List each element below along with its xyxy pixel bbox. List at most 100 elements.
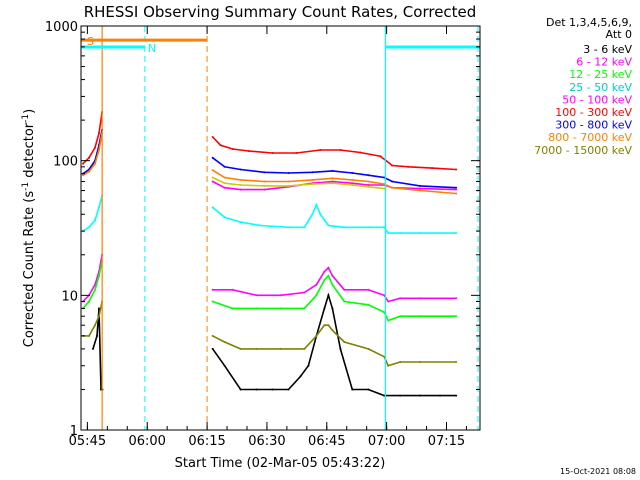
x-tick-label: 07:00 bbox=[368, 434, 405, 449]
data-point bbox=[455, 394, 458, 397]
legend-entry: 25 - 50 keV bbox=[569, 81, 632, 94]
data-point bbox=[92, 347, 94, 350]
data-point bbox=[391, 186, 394, 189]
data-point bbox=[367, 347, 370, 350]
data-point bbox=[351, 182, 354, 185]
data-point bbox=[94, 219, 96, 222]
data-point bbox=[455, 361, 458, 363]
series-line-0 bbox=[212, 292, 457, 397]
data-point bbox=[391, 180, 394, 183]
data-point bbox=[327, 266, 330, 269]
data-point bbox=[271, 152, 274, 154]
data-point bbox=[311, 183, 314, 186]
data-point bbox=[383, 183, 386, 186]
data-point bbox=[279, 294, 282, 297]
x-tick-label: 06:15 bbox=[188, 434, 225, 449]
data-point bbox=[419, 297, 422, 300]
data-point bbox=[351, 178, 354, 181]
data-point bbox=[82, 174, 84, 177]
data-point bbox=[343, 226, 346, 229]
data-point bbox=[311, 178, 314, 181]
data-point bbox=[98, 307, 100, 310]
saa-label: S bbox=[87, 35, 94, 48]
data-point bbox=[343, 341, 346, 343]
series-line-7 bbox=[82, 133, 103, 176]
data-point bbox=[263, 180, 266, 183]
data-point bbox=[239, 188, 242, 191]
data-point bbox=[367, 303, 370, 306]
data-point bbox=[455, 168, 458, 171]
data-point bbox=[231, 148, 234, 150]
data-point bbox=[239, 347, 242, 350]
data-point bbox=[419, 232, 422, 235]
data-point bbox=[94, 162, 96, 165]
data-point bbox=[239, 388, 242, 391]
data-point bbox=[303, 307, 306, 310]
data-point bbox=[327, 294, 330, 297]
data-point bbox=[419, 187, 422, 190]
data-point bbox=[255, 347, 258, 350]
legend-entry: 300 - 800 keV bbox=[555, 119, 632, 132]
plot-frame bbox=[80, 25, 481, 431]
y-tick-label: 10 bbox=[61, 289, 78, 304]
data-point bbox=[100, 388, 102, 391]
data-point bbox=[331, 169, 334, 172]
y-tick-label: 100 bbox=[53, 155, 78, 170]
x-axis-label: Start Time (02-Mar-05 05:43:22) bbox=[175, 456, 386, 471]
data-point bbox=[315, 283, 318, 286]
data-point bbox=[383, 394, 386, 397]
data-point bbox=[211, 334, 214, 337]
data-point bbox=[263, 184, 266, 187]
data-point bbox=[387, 319, 390, 322]
data-point bbox=[331, 180, 334, 183]
data-point bbox=[323, 307, 326, 310]
series-line-2 bbox=[212, 274, 457, 322]
legend-entry: 800 - 7000 keV bbox=[548, 131, 632, 144]
data-point bbox=[98, 315, 100, 318]
legend-entry: 7000 - 15000 keV bbox=[534, 144, 632, 157]
data-point bbox=[351, 172, 354, 174]
data-point bbox=[319, 213, 322, 216]
y-axis-label-start: Corrected Count Rate (s bbox=[22, 191, 37, 348]
data-point bbox=[327, 324, 330, 327]
data-point bbox=[387, 364, 390, 367]
data-point bbox=[367, 226, 370, 229]
data-point bbox=[211, 169, 214, 172]
data-point bbox=[295, 152, 298, 154]
data-point bbox=[96, 334, 98, 337]
data-point bbox=[231, 288, 234, 291]
data-point bbox=[327, 274, 330, 277]
legend-entry: 100 - 300 keV bbox=[555, 106, 632, 119]
data-point bbox=[367, 180, 370, 183]
data-point bbox=[331, 329, 334, 332]
data-point bbox=[323, 279, 326, 281]
data-point bbox=[391, 164, 394, 167]
data-point bbox=[331, 274, 334, 277]
y-axis: 1 10 100 1000 bbox=[45, 20, 480, 439]
data-point bbox=[351, 184, 354, 186]
data-point bbox=[287, 226, 290, 229]
data-point bbox=[323, 324, 326, 327]
data-point bbox=[239, 178, 242, 181]
data-point bbox=[223, 341, 226, 343]
data-point bbox=[239, 168, 242, 171]
data-point bbox=[331, 177, 334, 180]
y-axis-label-sup2: -1 bbox=[21, 114, 31, 123]
data-point bbox=[455, 186, 458, 189]
data-point bbox=[259, 224, 262, 227]
data-point bbox=[211, 288, 214, 291]
data-point bbox=[315, 203, 318, 206]
data-point bbox=[399, 361, 402, 363]
series-line-5 bbox=[82, 111, 103, 165]
data-point bbox=[367, 388, 370, 391]
data-point bbox=[367, 185, 370, 188]
data-point bbox=[88, 334, 90, 337]
data-point bbox=[303, 226, 306, 229]
data-point bbox=[287, 184, 290, 187]
data-point bbox=[211, 180, 214, 183]
data-point bbox=[299, 375, 302, 378]
data-point bbox=[455, 297, 458, 300]
data-point bbox=[343, 300, 346, 303]
y-axis-label: Corrected Count Rate (s-1 detector-1) bbox=[21, 109, 37, 347]
